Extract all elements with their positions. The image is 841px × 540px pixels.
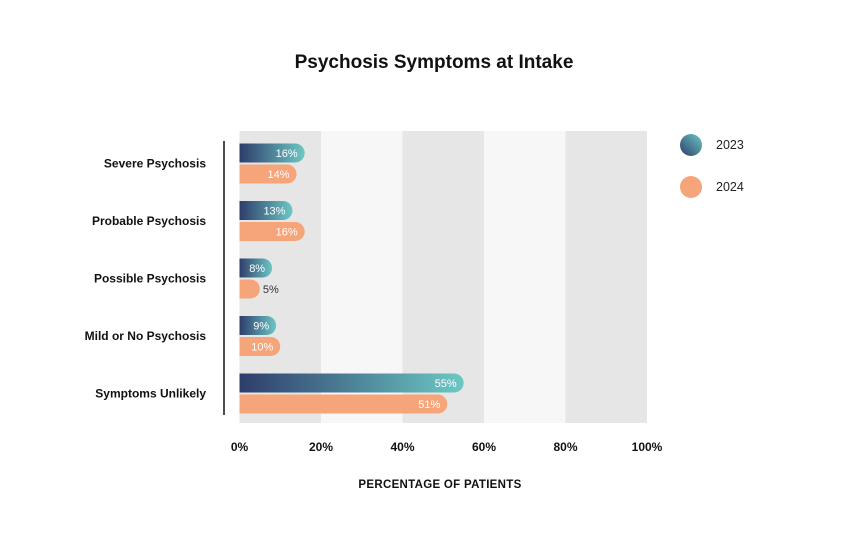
chart-title: Psychosis Symptoms at Intake <box>295 52 574 73</box>
x-axis-title: PERCENTAGE OF PATIENTS <box>358 479 521 491</box>
data-label-2024: 14% <box>268 169 290 181</box>
data-label-2023: 55% <box>435 378 457 390</box>
bar-2024 <box>239 164 297 184</box>
data-label-2024: 5% <box>263 284 279 296</box>
data-label-2023: 16% <box>276 148 298 160</box>
bar-2023 <box>239 316 277 335</box>
data-label-2023: 8% <box>249 263 265 275</box>
data-label-2024: 51% <box>418 399 440 411</box>
grid-band <box>565 131 647 423</box>
grid-band <box>484 131 566 423</box>
x-tick-label: 60% <box>472 440 496 454</box>
category-label: Severe Psychosis <box>104 157 206 171</box>
category-label: Mild or No Psychosis <box>85 329 207 343</box>
data-label-2024: 16% <box>276 227 298 239</box>
data-label-2023: 13% <box>263 206 285 218</box>
plot-background <box>239 131 647 423</box>
x-tick-label: 100% <box>632 440 663 454</box>
legend-label-2023: 2023 <box>716 138 744 152</box>
x-tick-label: 80% <box>553 440 577 454</box>
category-label: Probable Psychosis <box>92 214 206 228</box>
legend-swatch-2024 <box>680 176 702 198</box>
x-tick-label: 20% <box>309 440 333 454</box>
bar-2024 <box>239 337 281 356</box>
bar-2023 <box>239 373 464 393</box>
legend-swatch-2023 <box>680 134 702 156</box>
data-label-2024: 10% <box>251 342 273 354</box>
category-label: Possible Psychosis <box>94 272 206 286</box>
bar-2023 <box>239 258 273 278</box>
bar-2023 <box>239 201 293 220</box>
bar-2024 <box>239 279 260 299</box>
category-label: Symptoms Unlikely <box>95 387 206 401</box>
legend-label-2024: 2024 <box>716 180 744 194</box>
bar-2024 <box>239 394 448 414</box>
bar-2023 <box>239 143 305 163</box>
data-label-2023: 9% <box>253 321 269 333</box>
bar-2024 <box>239 222 305 241</box>
x-tick-label: 40% <box>390 440 414 454</box>
x-tick-label: 0% <box>231 440 249 454</box>
